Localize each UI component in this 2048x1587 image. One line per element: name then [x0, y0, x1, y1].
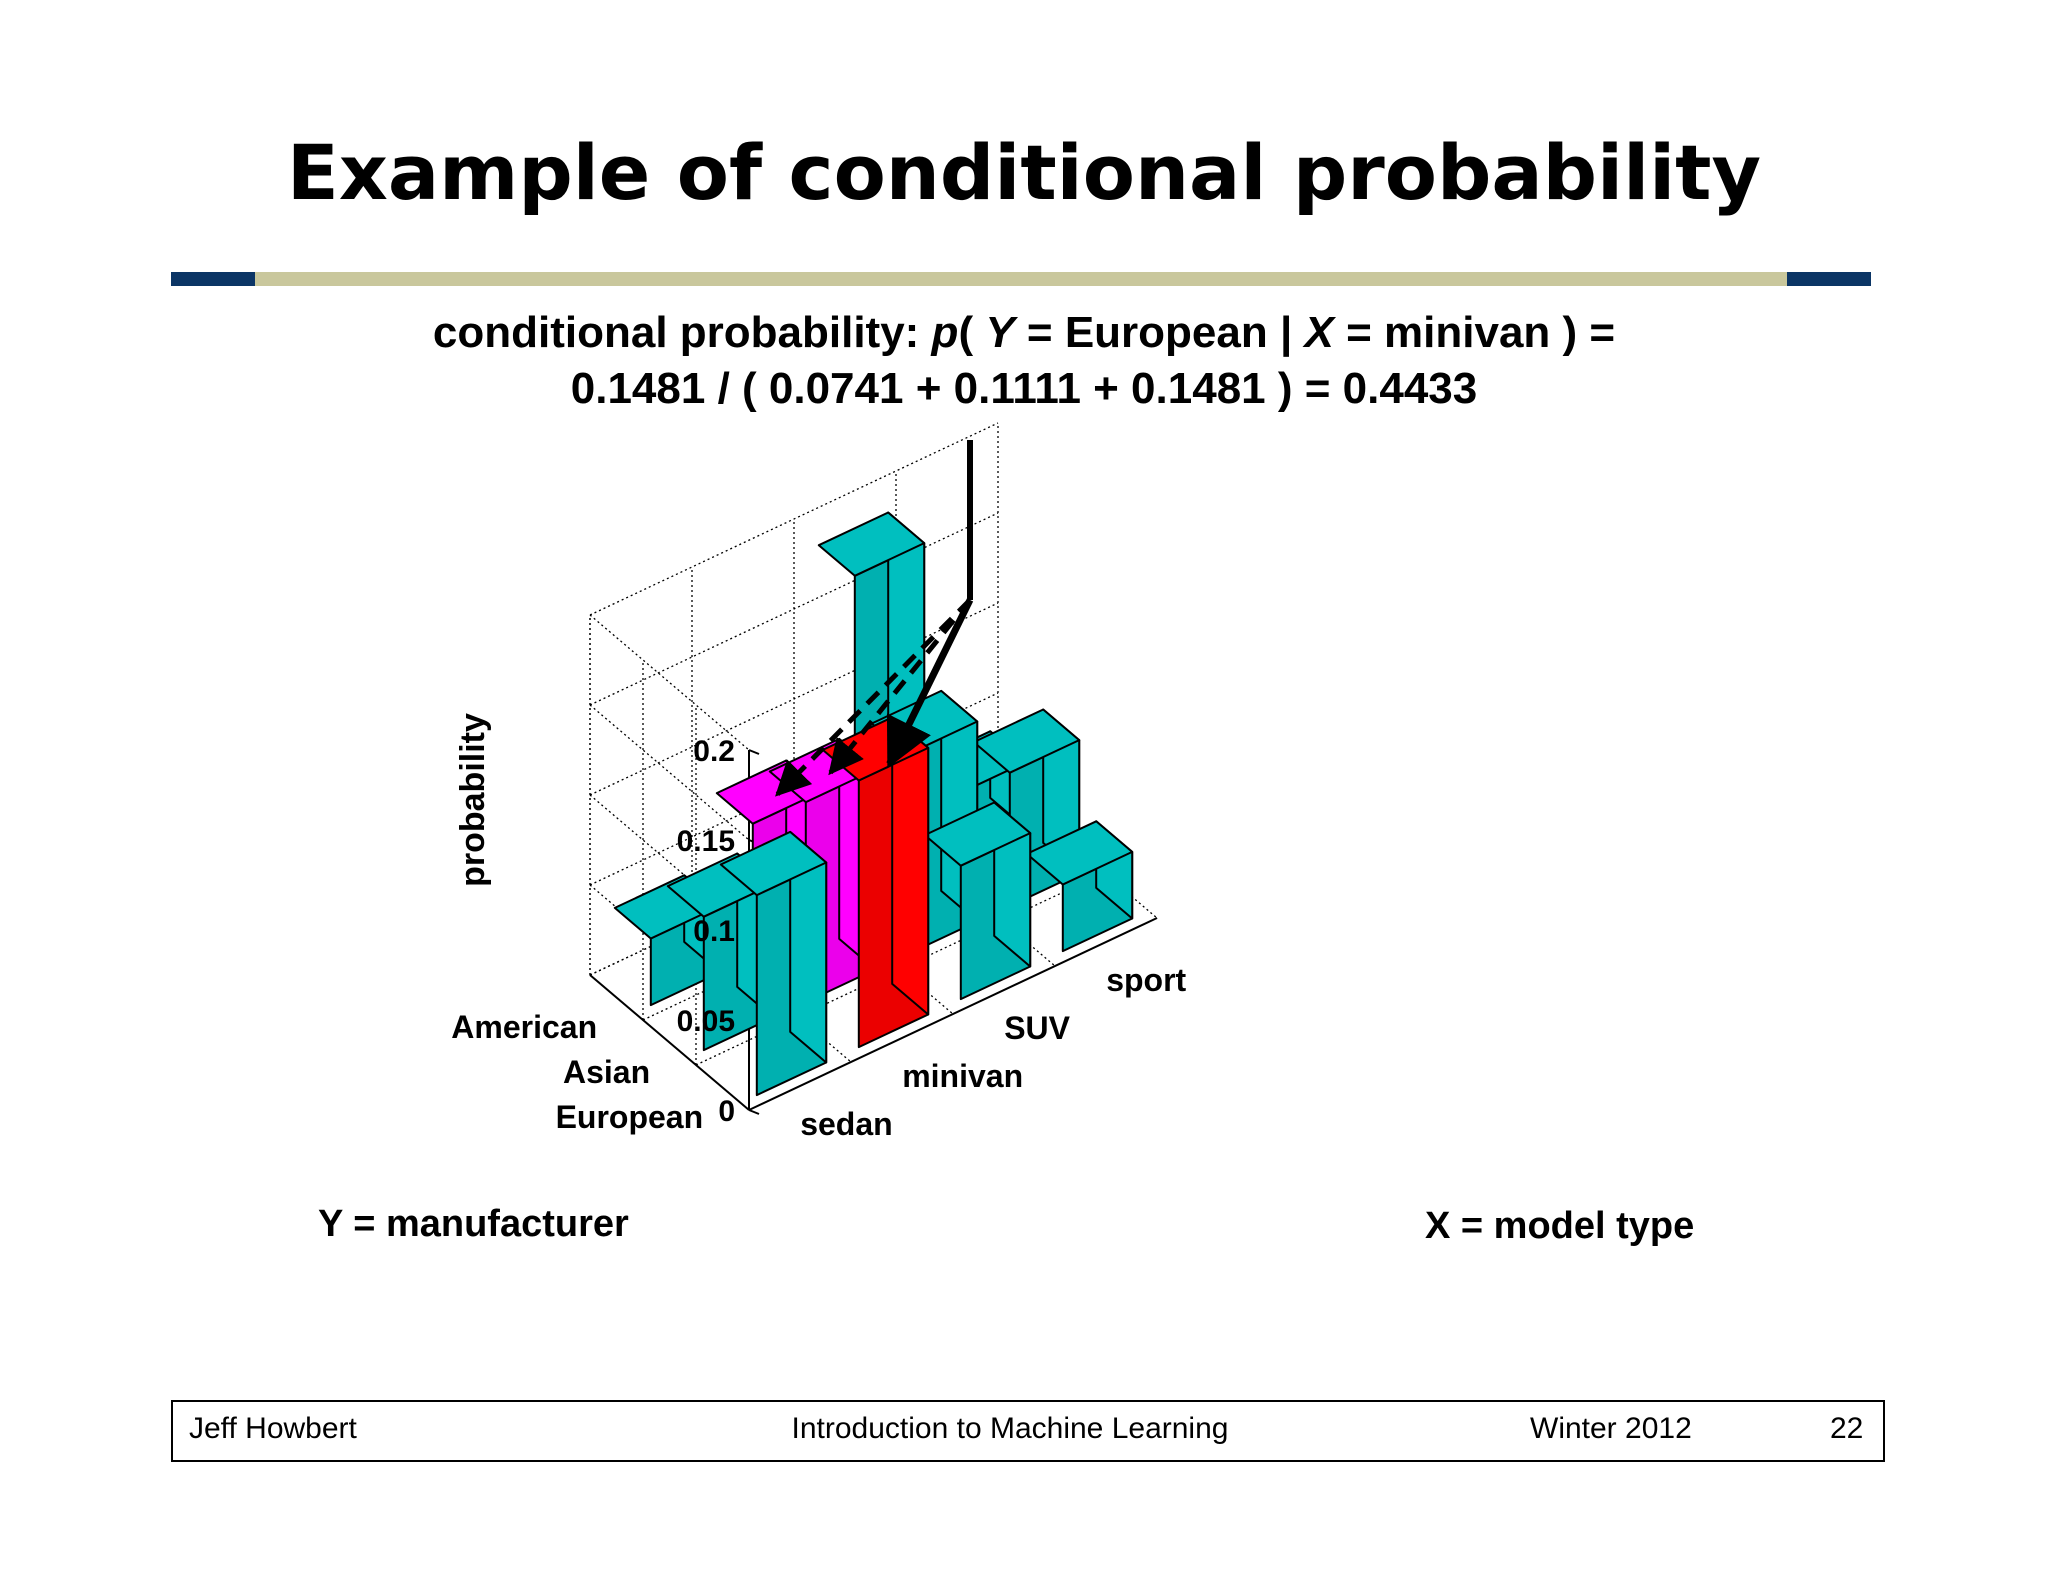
bar-european-minivan	[821, 716, 930, 1049]
grid-line-side	[589, 704, 750, 841]
title-rule-left-cap	[171, 272, 255, 286]
x-category-label: sport	[1106, 962, 1186, 998]
bar-top-face	[1025, 820, 1134, 886]
footer-box	[171, 1400, 1885, 1462]
footer-course: Introduction to Machine Learning	[791, 1412, 1229, 1445]
bar-european-sport	[1025, 820, 1134, 953]
title-rule	[171, 272, 1871, 286]
chart-bars	[613, 511, 1134, 1097]
x-category-label: minivan	[902, 1058, 1023, 1094]
bar-top-face	[719, 830, 828, 897]
formula-line-2: 0.1481 / ( 0.0741 + 0.1111 + 0.1481 ) = …	[570, 364, 1478, 413]
x-axis-title: X = model type	[1425, 1205, 1694, 1247]
footer-term: Winter 2012	[1530, 1412, 1692, 1445]
z-tick	[748, 1109, 760, 1115]
grid-line-side	[589, 614, 750, 751]
x-category-label: SUV	[1004, 1010, 1070, 1046]
given-arrow	[775, 598, 972, 797]
formula-end: = minivan ) =	[1333, 308, 1616, 357]
formula-prefix: conditional probability:	[432, 308, 932, 357]
chart-labels: 0 0.05 0.1 0.15 0.2 American Asian European seda…	[318, 713, 1694, 1247]
bar-top-face	[817, 511, 926, 577]
footer-author: Jeff Howbert	[189, 1412, 357, 1445]
chart-arrows	[775, 440, 974, 797]
x-category-label: sedan	[800, 1106, 892, 1142]
z-tick	[748, 749, 760, 755]
z-tick-label: 0.2	[693, 735, 735, 768]
y-axis-title: Y = manufacturer	[318, 1203, 629, 1245]
target-arrow	[886, 598, 974, 769]
formula-mid: = European |	[1014, 308, 1305, 357]
bar-top-face	[923, 801, 1032, 867]
footer-page: 22	[1830, 1412, 1864, 1445]
given-arrow	[828, 598, 972, 776]
formula-line-1: conditional probability: p( Y = European…	[0, 308, 2048, 358]
slide-title: Example of conditional probability	[286, 128, 1762, 217]
z-axis-label: probability	[454, 713, 492, 887]
formula-p: p	[931, 308, 959, 357]
z-tick-label: 0.15	[677, 825, 735, 858]
x-axis	[748, 917, 1158, 1111]
z-tick-label: 0.05	[677, 1005, 735, 1038]
bar-european-sedan	[719, 830, 828, 1097]
title-rule-right-cap	[1787, 272, 1871, 286]
y-axis	[589, 974, 750, 1111]
grid-line-back	[589, 422, 999, 616]
formula-open: (	[958, 308, 986, 357]
formula-y: Y	[985, 308, 1015, 357]
y-category-label: Asian	[563, 1054, 650, 1090]
formula-x: X	[1304, 308, 1334, 357]
y-category-label: American	[451, 1009, 597, 1045]
z-tick-label: 0	[718, 1095, 735, 1128]
bar-top-face	[972, 708, 1081, 774]
z-tick-label: 0.1	[693, 915, 735, 948]
y-category-label: European	[556, 1099, 704, 1135]
bar-european-suv	[923, 801, 1032, 1001]
